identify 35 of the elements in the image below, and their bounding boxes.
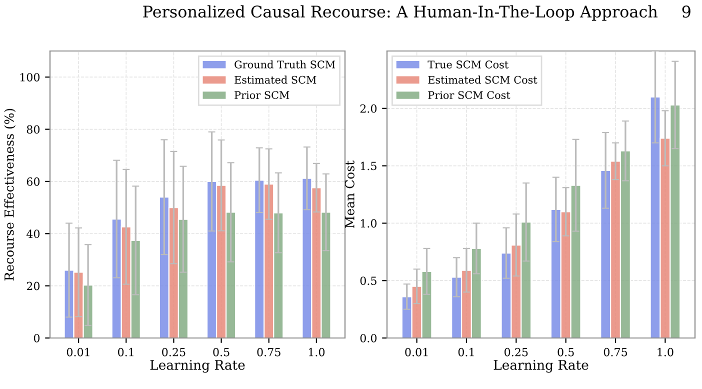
- y-tick-label: 0: [34, 334, 40, 342]
- y-tick-label: 1.5: [360, 162, 376, 170]
- legend-label: Estimated SCM Cost: [428, 76, 538, 84]
- y-tick-label: 100: [20, 73, 40, 82]
- legend-label: Prior SCM Cost: [428, 91, 510, 100]
- y-tick-label: 1.0: [360, 219, 377, 228]
- y-axis-title: Mean Cost: [344, 160, 354, 228]
- x-tick-label: 0.1: [118, 348, 134, 356]
- y-tick-label: 40: [26, 230, 40, 238]
- legend-label: Estimated SCM: [234, 76, 316, 84]
- text: Personalized Causal Recourse: A Human-In-The-Loop Approach: [143, 5, 658, 21]
- text: 9: [682, 6, 690, 18]
- legend-label: True SCM Cost: [428, 60, 509, 68]
- y-tick-label: 80: [26, 125, 40, 134]
- x-tick-label: 0.1: [458, 348, 474, 356]
- y-tick-label: 20: [26, 282, 40, 290]
- x-axis-title: Learning Rate: [150, 360, 245, 373]
- x-tick-label: 0.75: [257, 348, 280, 356]
- x-axis-title: Learning Rate: [494, 360, 588, 373]
- y-tick-label: 2.0: [360, 104, 377, 113]
- y-tick-label: 0.5: [360, 276, 376, 285]
- y-tick-label: 60: [26, 177, 40, 186]
- x-tick-label: 0.25: [504, 348, 528, 356]
- y-axis-title: Recourse Effectiveness (%): [4, 108, 16, 280]
- x-tick-label: 1.0: [308, 348, 325, 356]
- y-tick-label: 0.0: [360, 334, 377, 342]
- x-tick-label: 0.75: [604, 348, 628, 356]
- x-tick-label: 0.01: [405, 348, 428, 356]
- legend-label: Ground Truth SCM: [234, 60, 336, 68]
- x-tick-label: 0.5: [213, 348, 230, 356]
- x-tick-label: 0.5: [558, 348, 574, 356]
- legend-label: Prior SCM: [234, 91, 290, 100]
- x-tick-label: 0.25: [162, 348, 186, 356]
- x-tick-label: 0.01: [66, 348, 90, 356]
- x-tick-label: 1.0: [658, 348, 674, 356]
